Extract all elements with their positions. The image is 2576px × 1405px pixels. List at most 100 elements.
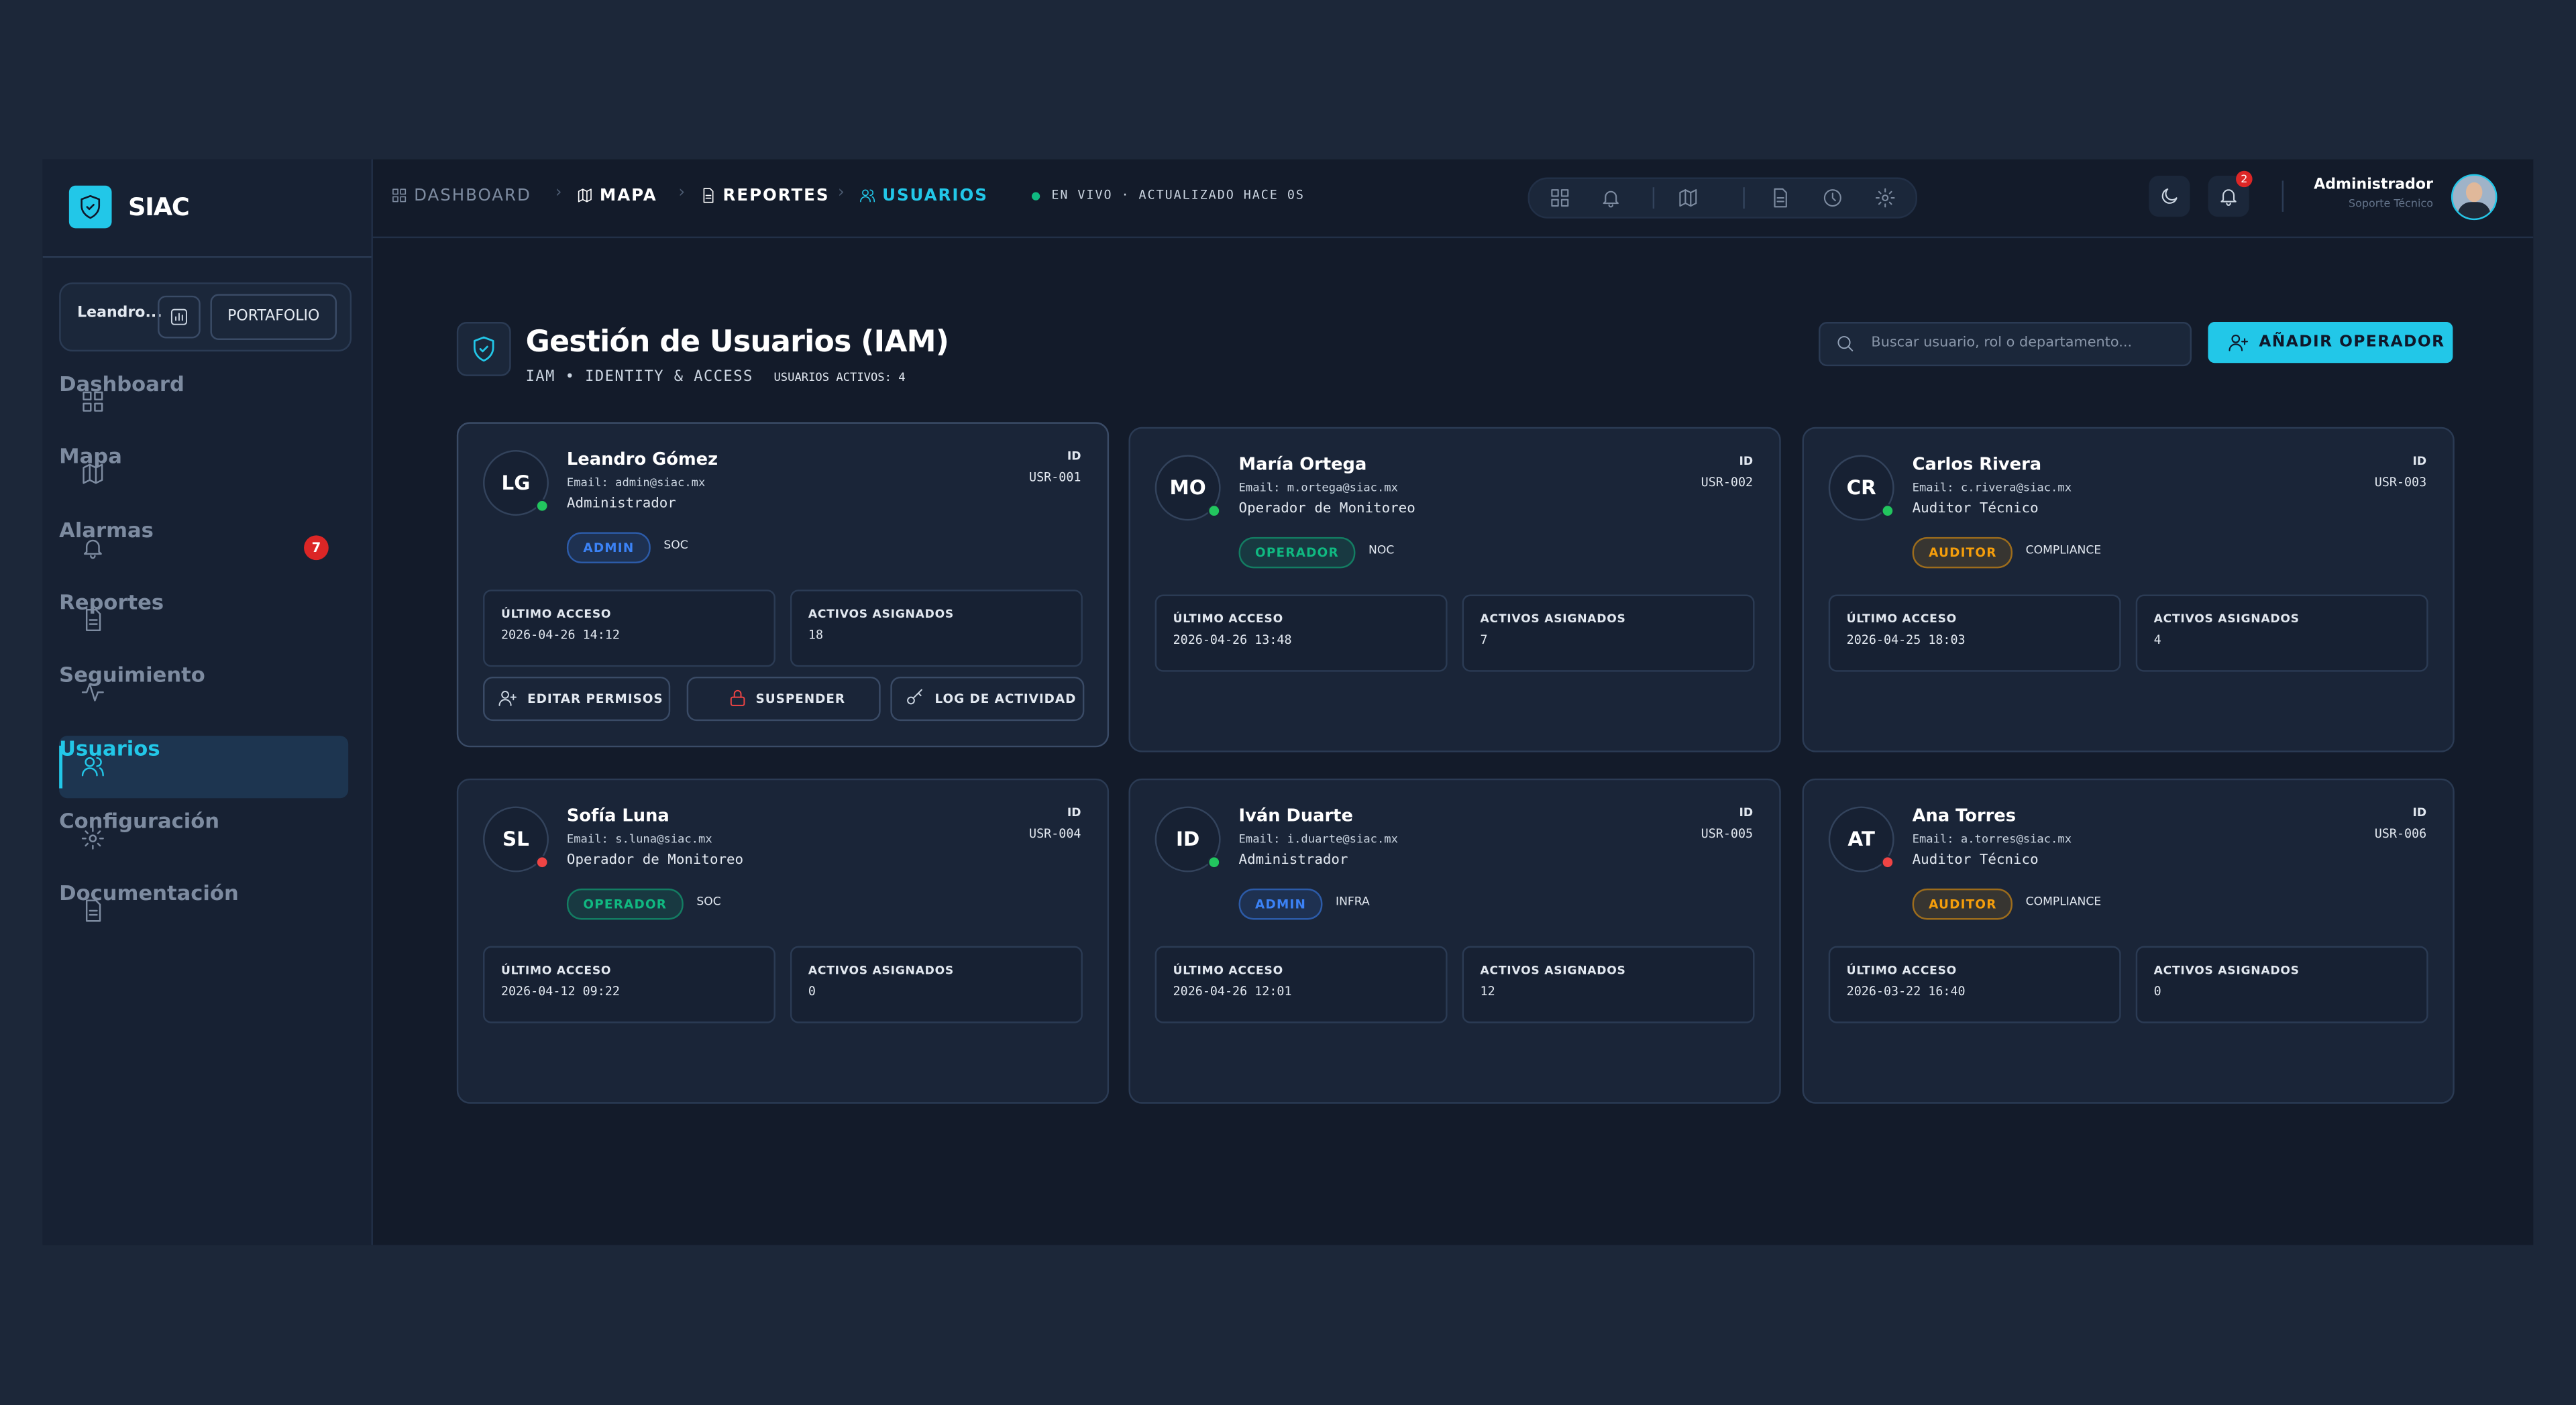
stat-value: 12 [1480, 983, 1495, 999]
icon-part [400, 196, 407, 203]
icon-part [1608, 204, 1613, 208]
id-label: ID [2412, 806, 2427, 820]
department: COMPLIANCE [2025, 895, 2102, 909]
status-dot [535, 499, 549, 513]
stat-label: ÚLTIMO ACCESO [500, 608, 612, 621]
notifications-button[interactable]: 2 [2208, 170, 2253, 217]
stat-label: ÚLTIMO ACCESO [500, 964, 612, 978]
icon-part [1603, 190, 1619, 205]
icon-key [907, 689, 922, 705]
icon-pulse [81, 683, 104, 702]
nav-item[interactable]: Dashboard [59, 371, 348, 433]
stat-value: 2026-04-26 13:48 [1173, 632, 1292, 647]
breadcrumb-item[interactable]: REPORTES [722, 187, 830, 206]
icon-clock[interactable] [1822, 187, 1843, 209]
id-label: ID [2412, 455, 2427, 468]
user-email: Email: c.rivera@siac.mx [1912, 481, 2072, 495]
avatar [2451, 174, 2498, 221]
logo [68, 185, 112, 229]
icon-doc[interactable] [1770, 187, 1791, 209]
portfolio-button[interactable]: PORTAFOLIO [210, 294, 337, 340]
icon-part [578, 188, 592, 203]
icon-part [400, 188, 407, 195]
icon-chart [170, 308, 187, 325]
breadcrumb-item[interactable]: USUARIOS [882, 187, 988, 206]
nav-item[interactable]: Usuarios [59, 734, 349, 797]
icon-part [85, 756, 95, 767]
status-dot [1881, 855, 1894, 869]
id-label: ID [1067, 450, 1081, 463]
action-button[interactable]: LOG DE ACTIVIDAD [890, 676, 1085, 722]
user-name: Administrador [2314, 177, 2433, 194]
icon-shield [473, 336, 494, 362]
icon-part [1774, 188, 1787, 208]
icon-part [83, 391, 92, 400]
user-name: María Ortega [1238, 455, 1367, 475]
theme-button[interactable] [2149, 176, 2190, 217]
icon-part [479, 345, 488, 353]
icon-part [170, 308, 187, 325]
action-label: EDITAR PERMISOS [527, 691, 663, 707]
icon-map[interactable] [1677, 187, 1699, 209]
stat-value: 0 [2153, 983, 2161, 999]
breadcrumb-item[interactable]: MAPA [599, 187, 657, 206]
user-id: USR-003 [2374, 474, 2427, 490]
icon-part [912, 689, 922, 699]
icon-part [705, 194, 712, 199]
icon-part [96, 756, 104, 776]
icon-button[interactable] [158, 295, 201, 339]
icon-part [392, 188, 398, 195]
add-operator-label: AÑADIR OPERADOR [2259, 333, 2445, 352]
page-subtitle: IAM • IDENTITY & ACCESS [525, 370, 753, 386]
stat-label: ÚLTIMO ACCESO [1846, 612, 1957, 626]
icon-grid[interactable] [1549, 187, 1570, 209]
nav-item[interactable]: Seguimiento [59, 662, 348, 724]
user-id: USR-001 [1029, 469, 1081, 485]
icon-part [85, 608, 101, 631]
department: SOC [696, 895, 721, 909]
icon-part [89, 909, 98, 916]
icon-part [86, 204, 95, 211]
icon-part [1831, 192, 1836, 202]
icon-gear[interactable] [1874, 187, 1896, 209]
user-card: LG Leandro Gómez Email: admin@siac.mx Admin… [456, 422, 1110, 748]
avatar-circle: AT [1828, 806, 1894, 873]
status-dot [1208, 504, 1221, 518]
stat-box: ÚLTIMO ACCESO 2026-04-25 18:03 [1828, 594, 2121, 672]
nav-item[interactable]: Configuración [59, 807, 348, 870]
breadcrumb-item[interactable]: DASHBOARD [414, 187, 531, 206]
icon-part [703, 188, 714, 203]
user-name: Sofía Luna [566, 806, 669, 826]
nav-item[interactable]: Mapa [59, 444, 348, 506]
search-box[interactable]: Buscar usuario, rol o departamento... [1819, 322, 2192, 367]
nav-label: Documentación [59, 880, 239, 905]
add-operator-button[interactable]: AÑADIR OPERADOR [2208, 322, 2453, 363]
nav-item[interactable]: Documentación [59, 881, 348, 943]
icon-part [1679, 189, 1697, 207]
status-dot [535, 855, 549, 869]
app: SIAC Leandro... PORTAFOLIO Dashboard Mapa Ala… [42, 159, 2534, 1245]
icon-part [83, 402, 92, 412]
department: SOC [663, 539, 688, 552]
user-role: Auditor Técnico [1912, 852, 2039, 869]
brand: SIAC [128, 192, 190, 222]
stat-label: ÚLTIMO ACCESO [1173, 964, 1283, 978]
action-button[interactable]: SUSPENDER [686, 676, 881, 722]
toolbar [1527, 177, 1917, 219]
status-dot [1208, 855, 1221, 869]
stat-value: 2026-03-22 16:40 [1846, 983, 1966, 999]
active-users: USUARIOS ACTIVOS: 4 [773, 371, 906, 385]
icon-part [869, 189, 875, 203]
avatar-body [2457, 202, 2491, 219]
nav-item[interactable]: Alarmas 7 [59, 516, 348, 579]
nav-item[interactable]: Reportes [59, 589, 348, 652]
divider [42, 256, 372, 258]
icon-bell[interactable] [1600, 187, 1621, 209]
icon-map [578, 188, 592, 203]
department: COMPLIANCE [2025, 543, 2102, 557]
main: DASHBOARD › MAPA › REPORTES › USUARIOS EN VIVO … [371, 160, 2534, 1245]
nav-label: Alarmas [59, 516, 154, 542]
status-dot [1881, 504, 1894, 518]
icon-part [501, 691, 509, 699]
action-button[interactable]: EDITAR PERMISOS [483, 676, 671, 722]
